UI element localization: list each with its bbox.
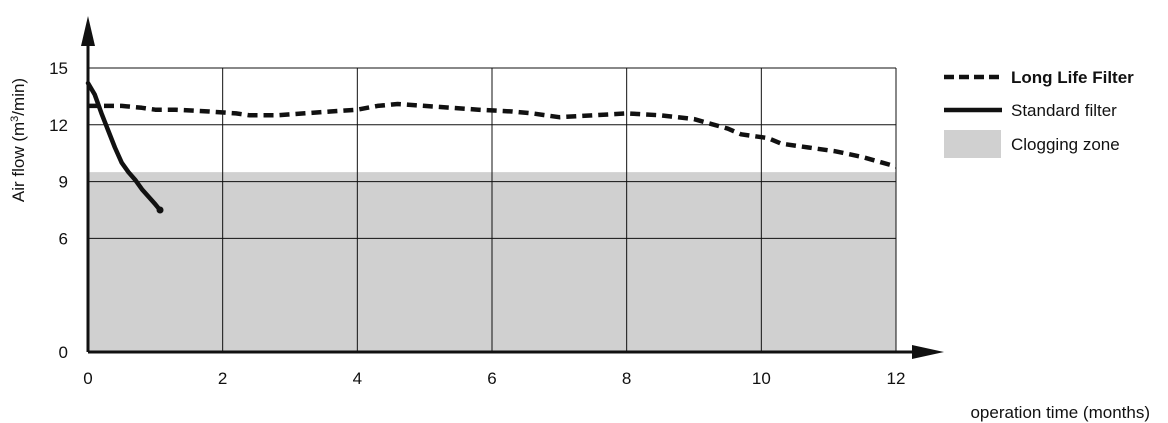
x-tick-label: 12 (887, 369, 906, 388)
legend-label-clogging-zone: Clogging zone (1011, 135, 1120, 154)
series-line-standard-filter (85, 80, 163, 213)
legend-label-long-life-filter: Long Life Filter (1011, 68, 1134, 87)
y-tick-label: 0 (59, 343, 68, 362)
y-axis-title: Air flow (m3/min) (9, 78, 28, 202)
x-tick-label: 4 (353, 369, 362, 388)
legend-item-long-life-filter: Long Life Filter (944, 68, 1134, 87)
x-tick-label: 2 (218, 369, 227, 388)
x-axis-arrow (912, 345, 944, 359)
y-tick-label: 6 (59, 229, 68, 248)
y-tick-label: 12 (49, 116, 68, 135)
axis-layer (81, 16, 944, 359)
y-tick-label: 9 (59, 173, 68, 192)
y-axis-title-superscript: 3 (9, 116, 21, 122)
x-axis-title: operation time (months) (970, 403, 1150, 422)
legend-label-standard-filter: Standard filter (1011, 101, 1117, 120)
series-line-long-life-filter (88, 101, 897, 169)
y-axis-title-tail: /min) (9, 78, 28, 116)
x-tick-label: 0 (83, 369, 92, 388)
y-tick-label: 15 (49, 59, 68, 78)
legend-swatch-clogging-zone (944, 130, 1001, 158)
series-layer (85, 80, 897, 214)
y-axis-arrow (81, 16, 95, 46)
series-end-point-standard-filter (156, 206, 164, 214)
tick-label-layer: 0 2 4 6 8 10 12 0 6 9 12 15 (49, 59, 905, 388)
grid-layer (88, 67, 897, 352)
legend-item-standard-filter: Standard filter (944, 101, 1117, 120)
legend-item-clogging-zone: Clogging zone (944, 130, 1120, 158)
legend: Long Life Filter Standard filter Cloggin… (944, 68, 1134, 158)
x-tick-label: 8 (622, 369, 631, 388)
y-axis-title-main: Air flow (m (9, 122, 28, 202)
x-tick-label: 10 (752, 369, 771, 388)
x-tick-label: 6 (487, 369, 496, 388)
